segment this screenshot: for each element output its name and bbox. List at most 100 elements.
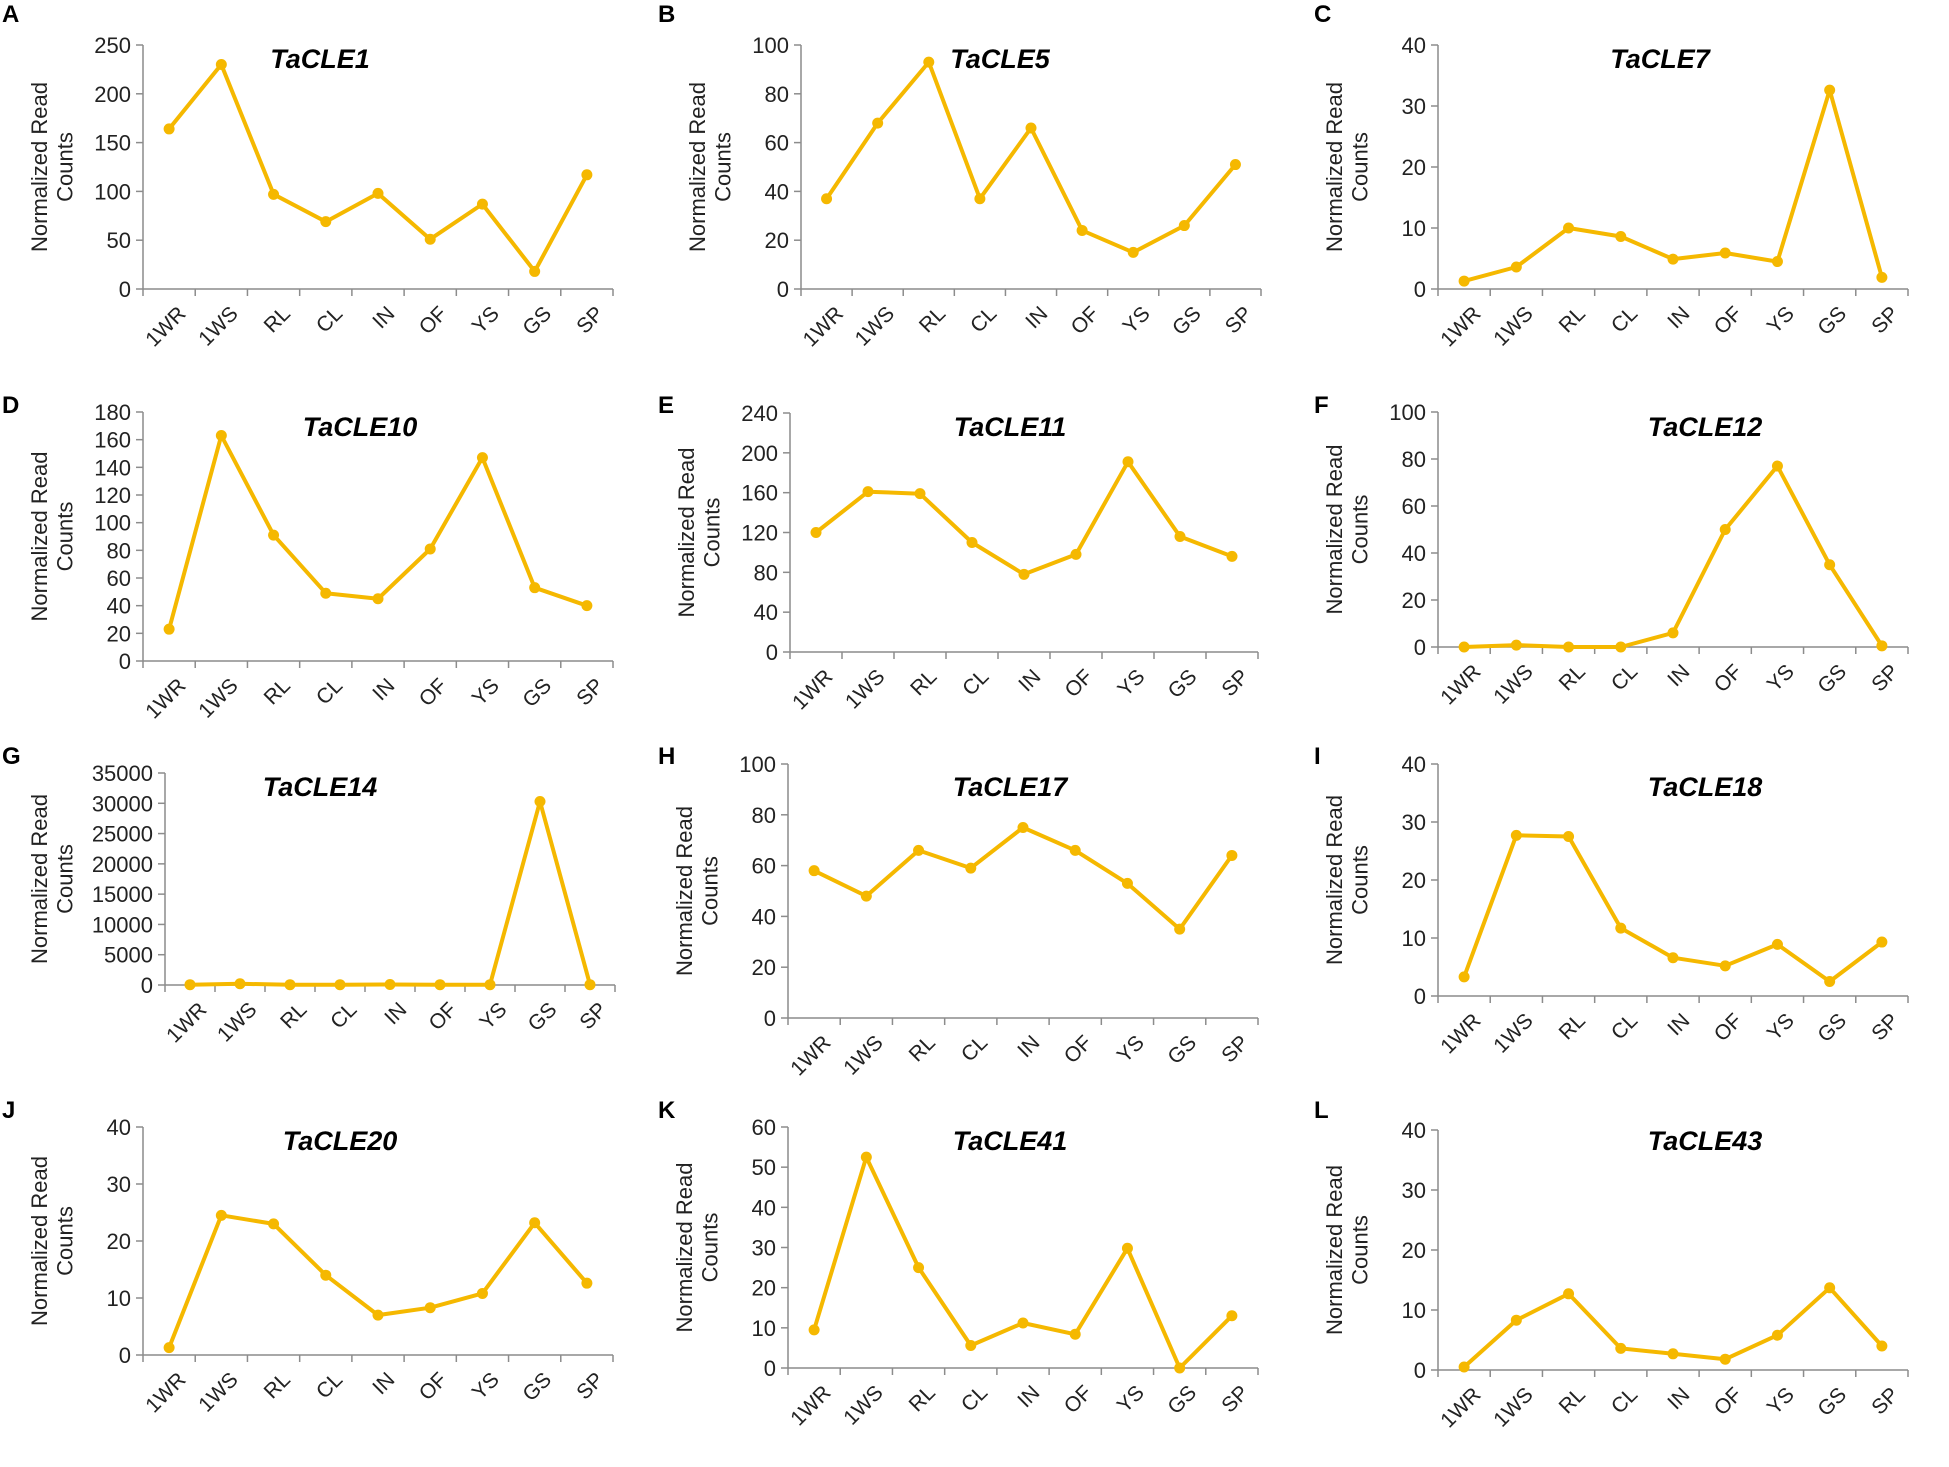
data-point: [860, 1151, 872, 1163]
y-tick-label: 30: [1402, 94, 1426, 119]
panel-j: J TaCLE20 0 10 20 30 40 1WR 1WS RL CL IN OF YS GS SP Nor…: [2, 1097, 614, 1417]
data-point: [372, 593, 384, 605]
x-tick-label: 1WS: [213, 998, 261, 1046]
y-tick-label: 140: [94, 455, 131, 480]
x-tick-label: IN: [1014, 665, 1045, 696]
y-axis-label: Normalized ReadCounts: [27, 1156, 77, 1326]
y-axis-label-line: Normalized Read: [1322, 82, 1347, 252]
data-point: [424, 1302, 436, 1314]
x-tick-label: CL: [1607, 1009, 1642, 1044]
y-tick-label: 25000: [92, 822, 153, 847]
y-axis-label: Normalized ReadCounts: [1322, 82, 1372, 252]
y-tick-label: 20: [1402, 588, 1426, 613]
y-tick-label: 180: [94, 400, 131, 425]
y-tick-label: 40: [1402, 1118, 1426, 1143]
y-tick-label: 100: [94, 179, 131, 204]
data-point: [1563, 222, 1575, 234]
data-point: [1563, 641, 1575, 653]
y-tick-label: 200: [741, 441, 778, 466]
y-tick-label: 20: [765, 228, 789, 253]
x-tick-label: SP: [572, 1368, 608, 1404]
x-tick-label: CL: [1607, 1383, 1642, 1418]
data-point: [1178, 220, 1190, 232]
data-point: [1076, 224, 1088, 236]
x-tick-label: YS: [1763, 1009, 1799, 1045]
y-tick-label: 35000: [92, 761, 153, 786]
data-point: [913, 844, 925, 856]
data-point: [872, 117, 884, 129]
data-point: [268, 529, 280, 541]
x-tick-label: SP: [572, 302, 608, 338]
panel-letter: A: [2, 1, 19, 28]
data-point: [1824, 976, 1836, 987]
x-tick-label: 1WS: [1489, 1009, 1537, 1057]
panel-letter: C: [1314, 1, 1331, 28]
data-point: [384, 979, 396, 991]
chart-title: TaCLE10: [303, 412, 418, 442]
y-axis-label: Normalized ReadCounts: [1322, 1165, 1372, 1335]
data-point: [1615, 231, 1627, 243]
x-tick-label: GS: [518, 302, 556, 340]
y-axis-label: Normalized ReadCounts: [1322, 795, 1372, 965]
data-point: [163, 1342, 175, 1354]
data-point: [1174, 530, 1186, 542]
panel-a: A TaCLE1 0 50 100 150 200 250 1WR 1WS RL CL IN OF YS GS…: [2, 1, 614, 351]
y-tick-label: 0: [1414, 1358, 1426, 1383]
data-point: [1719, 524, 1731, 535]
data-point: [163, 123, 175, 135]
y-axis-label-line: Counts: [52, 1206, 77, 1276]
x-tick-label: 1WS: [1489, 660, 1537, 708]
x-tick-label: YS: [475, 998, 511, 1034]
data-point: [1667, 253, 1679, 265]
y-axis-label-line: Counts: [1347, 132, 1372, 202]
chart-title: TaCLE12: [1648, 412, 1763, 442]
data-point: [284, 979, 296, 991]
x-tick-label: 1WS: [1489, 1383, 1537, 1431]
x-tick-label: GS: [518, 674, 556, 712]
y-tick-label: 0: [764, 1356, 776, 1381]
y-axis-label: Normalized ReadCounts: [27, 794, 77, 964]
x-tick-label: CL: [957, 1031, 992, 1066]
data-point: [1017, 822, 1029, 833]
x-tick-label: YS: [1763, 302, 1799, 338]
x-tick-label: YS: [1763, 1383, 1799, 1419]
data-point: [1667, 952, 1679, 964]
data-point: [923, 56, 935, 68]
y-axis-label: Normalized ReadCounts: [685, 82, 735, 252]
x-tick-label: 1WR: [786, 1031, 835, 1080]
y-tick-label: 80: [107, 538, 131, 563]
y-tick-label: 30: [1402, 810, 1426, 835]
data-point: [215, 59, 227, 71]
panel-letter: G: [2, 743, 21, 770]
y-tick-label: 100: [752, 33, 789, 58]
x-tick-label: OF: [1060, 1381, 1097, 1418]
y-tick-label: 50: [752, 1155, 776, 1180]
y-axis-label: Normalized ReadCounts: [27, 452, 77, 622]
data-point: [1070, 548, 1082, 560]
y-axis-label: Normalized ReadCounts: [672, 806, 722, 976]
data-point: [965, 1340, 977, 1352]
data-point: [1563, 1288, 1575, 1300]
y-axis-label-line: Counts: [1347, 495, 1372, 565]
data-point: [966, 536, 978, 548]
x-tick-label: YS: [468, 1368, 504, 1404]
data-point: [1615, 922, 1627, 934]
x-tick-label: 1WR: [141, 302, 190, 351]
y-tick-label: 40: [752, 1195, 776, 1220]
x-tick-label: IN: [1663, 1383, 1694, 1414]
y-tick-label: 80: [754, 560, 778, 585]
y-axis-label-line: Normalized Read: [27, 794, 52, 964]
data-point: [1127, 246, 1139, 258]
y-tick-label: 20: [752, 955, 776, 980]
y-axis-label-line: Normalized Read: [674, 448, 699, 618]
data-point: [914, 488, 926, 500]
x-tick-label: 1WR: [788, 665, 837, 714]
y-tick-label: 160: [741, 481, 778, 506]
chart-title: TaCLE18: [1648, 772, 1763, 802]
y-tick-label: 0: [141, 973, 153, 998]
y-tick-label: 120: [741, 521, 778, 546]
panel-letter: F: [1314, 392, 1329, 419]
x-tick-label: RL: [1555, 1383, 1590, 1418]
x-tick-label: 1WR: [1436, 660, 1485, 709]
